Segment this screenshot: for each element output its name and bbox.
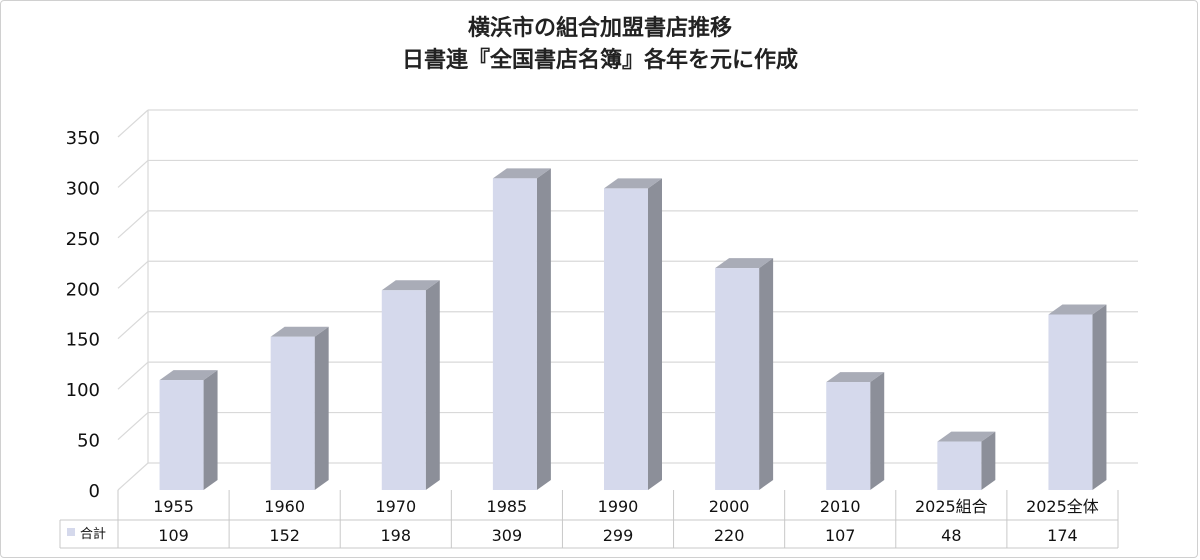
- bar-side: [203, 370, 218, 490]
- data-label: 107: [825, 526, 856, 545]
- gridline-side: [117, 412, 149, 441]
- y-tick-label: 200: [66, 279, 100, 300]
- bar: [937, 441, 982, 490]
- gridline-side: [117, 462, 149, 491]
- bar-side: [870, 372, 885, 490]
- bar: [492, 178, 537, 490]
- gridline-side: [117, 311, 149, 340]
- legend-key: [67, 528, 75, 536]
- x-tick-label: 1985: [487, 497, 528, 516]
- bar-side: [425, 280, 440, 490]
- x-tick-label: 2000: [709, 497, 750, 516]
- bar-top: [1048, 304, 1107, 315]
- chart-title: 横浜市の組合加盟書店推移: [467, 16, 732, 41]
- gridline-side: [117, 109, 149, 138]
- gridline-side: [117, 210, 149, 239]
- data-label: 48: [941, 526, 961, 545]
- bar-side: [648, 178, 662, 491]
- bar-top: [826, 372, 885, 383]
- y-tick-label: 300: [66, 178, 100, 199]
- data-label: 198: [381, 526, 412, 545]
- bar-top: [492, 168, 551, 179]
- x-tick-label: 2025全体: [1026, 497, 1099, 516]
- x-tick-label: 1990: [598, 497, 639, 516]
- legend-label: 合計: [80, 526, 106, 542]
- data-label: 309: [492, 526, 523, 545]
- bar-side: [536, 168, 551, 490]
- data-label: 174: [1047, 526, 1078, 545]
- y-tick-label: 350: [66, 128, 100, 149]
- chart-subtitle: 日書連『全国書店名簿』各年を元に作成: [401, 48, 798, 73]
- y-tick-label: 100: [66, 380, 100, 401]
- bar: [1048, 314, 1093, 490]
- bar-side: [1092, 304, 1107, 490]
- bar-top: [715, 258, 774, 269]
- bar: [381, 290, 426, 490]
- gridline-side: [117, 260, 149, 289]
- bar-top: [270, 326, 329, 337]
- x-tick-label: 1955: [153, 497, 194, 516]
- bar-side: [314, 326, 329, 490]
- y-tick-label: 150: [66, 330, 100, 351]
- bar-side: [981, 431, 996, 490]
- bar-top: [381, 280, 440, 291]
- bar-top: [604, 178, 662, 189]
- bar: [715, 268, 760, 490]
- data-label: 299: [603, 526, 634, 545]
- x-tick-label: 2025組合: [915, 497, 988, 516]
- data-label: 109: [158, 526, 189, 545]
- bar-top: [159, 370, 218, 381]
- y-tick-label: 250: [66, 229, 100, 250]
- y-tick-label: 0: [89, 481, 100, 502]
- data-label: 220: [714, 526, 745, 545]
- data-label: 152: [269, 526, 300, 545]
- bar: [159, 380, 204, 490]
- bar: [604, 188, 648, 491]
- bar: [270, 336, 315, 490]
- x-tick-label: 1970: [375, 497, 416, 516]
- x-tick-label: 2010: [820, 497, 861, 516]
- bar-side: [759, 258, 774, 490]
- bar-top: [937, 431, 996, 442]
- bar: [826, 382, 871, 490]
- x-tick-label: 1960: [264, 497, 305, 516]
- gridline-side: [117, 361, 149, 390]
- y-tick-label: 50: [77, 431, 100, 452]
- gridline-side: [117, 159, 149, 188]
